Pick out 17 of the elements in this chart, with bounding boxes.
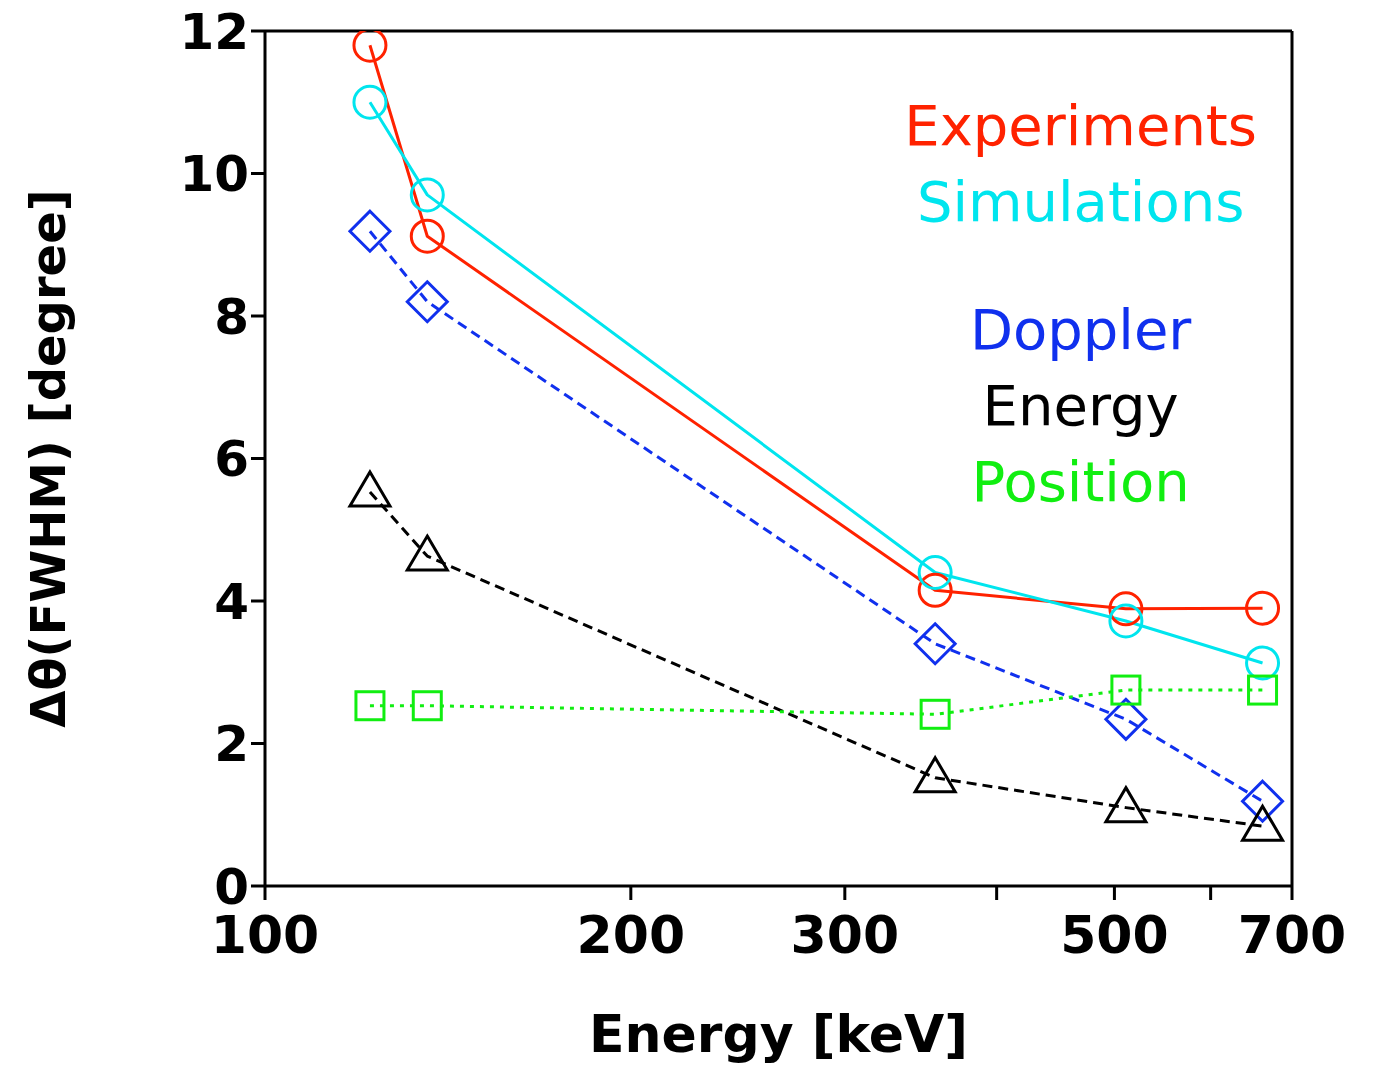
x-tick-label: 300 [790,904,900,965]
y-tick-label: 4 [214,572,249,631]
y-tick-label: 10 [179,145,249,204]
text: Energy [981,372,1180,440]
x-tick-label: 500 [1060,904,1169,965]
y-tick-label: 2 [214,715,249,774]
x-tick-label: 700 [1237,904,1347,965]
text: Position [970,448,1191,516]
x-axis-title: Energy [keV] [589,1004,968,1064]
x-tick-label: 200 [576,904,686,965]
y-tick-label: 6 [214,430,249,489]
y-tick-label: 12 [179,2,249,61]
y-tick-label: 8 [214,287,249,346]
text: Simulations [915,168,1246,236]
text: Doppler [968,296,1193,364]
text: Experiments [904,92,1257,160]
y-axis-title: Δθ(FWHM) [degree] [20,189,77,728]
